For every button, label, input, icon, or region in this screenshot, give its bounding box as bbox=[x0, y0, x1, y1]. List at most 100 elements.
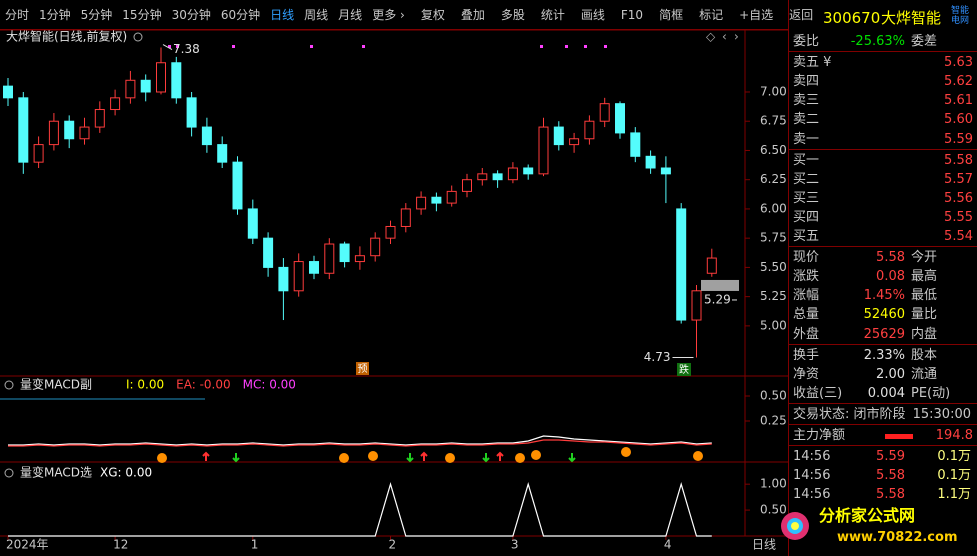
toolbar-button[interactable]: 分时 bbox=[5, 8, 30, 22]
candle-body bbox=[339, 243, 350, 263]
quote-label: 14:56 bbox=[793, 449, 831, 465]
icon[interactable]: › bbox=[734, 30, 739, 44]
logo-icon bbox=[781, 512, 809, 540]
candle-body bbox=[110, 97, 121, 111]
toolbar: 分时 1分钟 5分钟 15分钟 30分钟 60分钟 日线 周线 月线 更多 › 复权 叠加 多股 统计 画线… bbox=[0, 0, 813, 30]
candle-body bbox=[278, 266, 289, 292]
price-marker bbox=[701, 279, 739, 291]
y-tick-label: 0.50 bbox=[760, 389, 787, 403]
candle-body bbox=[400, 208, 411, 227]
quote-value: 2.00 bbox=[876, 366, 905, 382]
indicator-value: MC: 0.00 bbox=[243, 378, 296, 392]
y-tick-label: 5.75 bbox=[760, 231, 787, 245]
candle-body bbox=[217, 144, 228, 163]
signal-icon bbox=[621, 447, 631, 457]
candle-body bbox=[247, 208, 258, 239]
chart-title: 大烨智能(日线,前复权) bbox=[6, 29, 127, 44]
toolbar-button[interactable]: 统计 bbox=[540, 8, 565, 22]
quote-label: 买五 bbox=[793, 229, 820, 244]
toolbar-button[interactable]: 30分钟 bbox=[171, 8, 211, 22]
quote-label: 收益(三) bbox=[793, 385, 843, 401]
indicator-value: XG: 0.00 bbox=[100, 466, 152, 480]
quote-value: 5.59 bbox=[944, 131, 973, 147]
quote-label: PE(动) bbox=[911, 385, 951, 401]
quote-label: 买三 bbox=[793, 190, 820, 206]
toolbar-button[interactable]: 15分钟 bbox=[122, 8, 162, 22]
sector-tag[interactable]: 智能电网 bbox=[951, 6, 970, 26]
annotation-box bbox=[677, 363, 691, 376]
quote-value: 1.45% bbox=[863, 288, 905, 304]
quote-value: 2.33% bbox=[863, 347, 905, 363]
signal-arrow bbox=[568, 453, 576, 463]
candle-body bbox=[33, 144, 44, 163]
quote-value: 5.58 bbox=[876, 468, 905, 484]
toolbar-button[interactable]: 5分钟 bbox=[80, 8, 113, 22]
candle-body bbox=[645, 155, 656, 169]
quote-label: 今开 bbox=[911, 250, 938, 266]
quote-label: 最低 bbox=[911, 288, 938, 304]
quote-label: 现价 bbox=[793, 250, 820, 266]
net-bar bbox=[885, 434, 913, 439]
separator bbox=[789, 402, 977, 404]
quote-label: 买二 bbox=[793, 171, 820, 187]
icon[interactable] bbox=[4, 468, 14, 478]
quote-label: 交易状态: 闭市阶段 bbox=[793, 406, 906, 422]
candle-body bbox=[309, 261, 319, 274]
toolbar-button[interactable]: 60分钟 bbox=[220, 8, 261, 22]
quote-value: 5.58 bbox=[876, 250, 905, 266]
signal-arrow bbox=[406, 453, 414, 463]
toolbar-button[interactable]: 简框 bbox=[659, 8, 684, 22]
quote-value: 5.58 bbox=[944, 152, 973, 168]
x-tick-label: 12 bbox=[113, 538, 128, 552]
y-tick-label: 1.00 bbox=[760, 477, 787, 491]
toolbar-button[interactable]: 叠加 bbox=[460, 8, 485, 22]
y-tick-label: 0.50 bbox=[760, 503, 787, 517]
icon[interactable] bbox=[133, 32, 143, 42]
toolbar-button[interactable]: 复权 bbox=[420, 8, 445, 22]
candle-body bbox=[691, 290, 702, 321]
separator bbox=[789, 246, 977, 248]
signal-arrow bbox=[420, 451, 428, 461]
signal-icon bbox=[368, 451, 378, 461]
indicator-value: EA: -0.00 bbox=[176, 378, 231, 392]
signal-dots bbox=[168, 45, 607, 48]
toolbar-button[interactable]: 多股 bbox=[500, 8, 525, 22]
icon[interactable]: ◇ bbox=[706, 30, 716, 44]
indicator-value: I: 0.00 bbox=[126, 378, 164, 392]
toolbar-button[interactable]: 日线 bbox=[270, 8, 295, 22]
signal-icon bbox=[515, 453, 525, 463]
indicator-line bbox=[8, 435, 712, 446]
quote-label: 量比 bbox=[911, 307, 938, 323]
quote-label: 净资 bbox=[793, 366, 820, 382]
toolbar-button[interactable]: 周线 bbox=[304, 8, 329, 22]
candle-body bbox=[354, 255, 365, 263]
y-tick-label: 0.25 bbox=[760, 414, 787, 428]
y-tick-label: 7.00 bbox=[760, 84, 787, 98]
toolbar-button[interactable]: F10 bbox=[620, 7, 644, 22]
stock-name: 大烨智能 bbox=[881, 9, 942, 27]
candle-body bbox=[232, 161, 243, 210]
toolbar-button[interactable]: 月线 bbox=[338, 8, 363, 22]
candle-body bbox=[660, 167, 671, 175]
toolbar-button[interactable]: +自选 bbox=[739, 8, 774, 22]
toolbar-button[interactable]: 返回 bbox=[789, 8, 814, 22]
signal-arrow bbox=[232, 453, 240, 463]
candle-body bbox=[94, 109, 105, 128]
quote-label: 委差 bbox=[911, 34, 938, 49]
toolbar-button[interactable]: 标记 bbox=[699, 8, 724, 22]
quote-label: 0.1万 bbox=[937, 449, 971, 465]
candle-body bbox=[599, 103, 610, 122]
y-tick-label: 5.25 bbox=[760, 289, 787, 303]
toolbar-button[interactable]: 画线 bbox=[580, 8, 605, 22]
icon[interactable] bbox=[4, 380, 14, 390]
toolbar-button[interactable]: 1分钟 bbox=[39, 8, 71, 22]
candle-body bbox=[48, 120, 59, 146]
quote-label: 卖五 ¥ bbox=[793, 55, 832, 71]
candle-body bbox=[293, 261, 304, 292]
candle-body bbox=[477, 173, 488, 181]
icon[interactable]: ‹ bbox=[722, 30, 727, 44]
candle-body bbox=[370, 237, 381, 257]
toolbar-button[interactable]: 更多 › bbox=[372, 8, 405, 22]
candle-body bbox=[630, 132, 641, 157]
candle-body bbox=[553, 126, 564, 146]
